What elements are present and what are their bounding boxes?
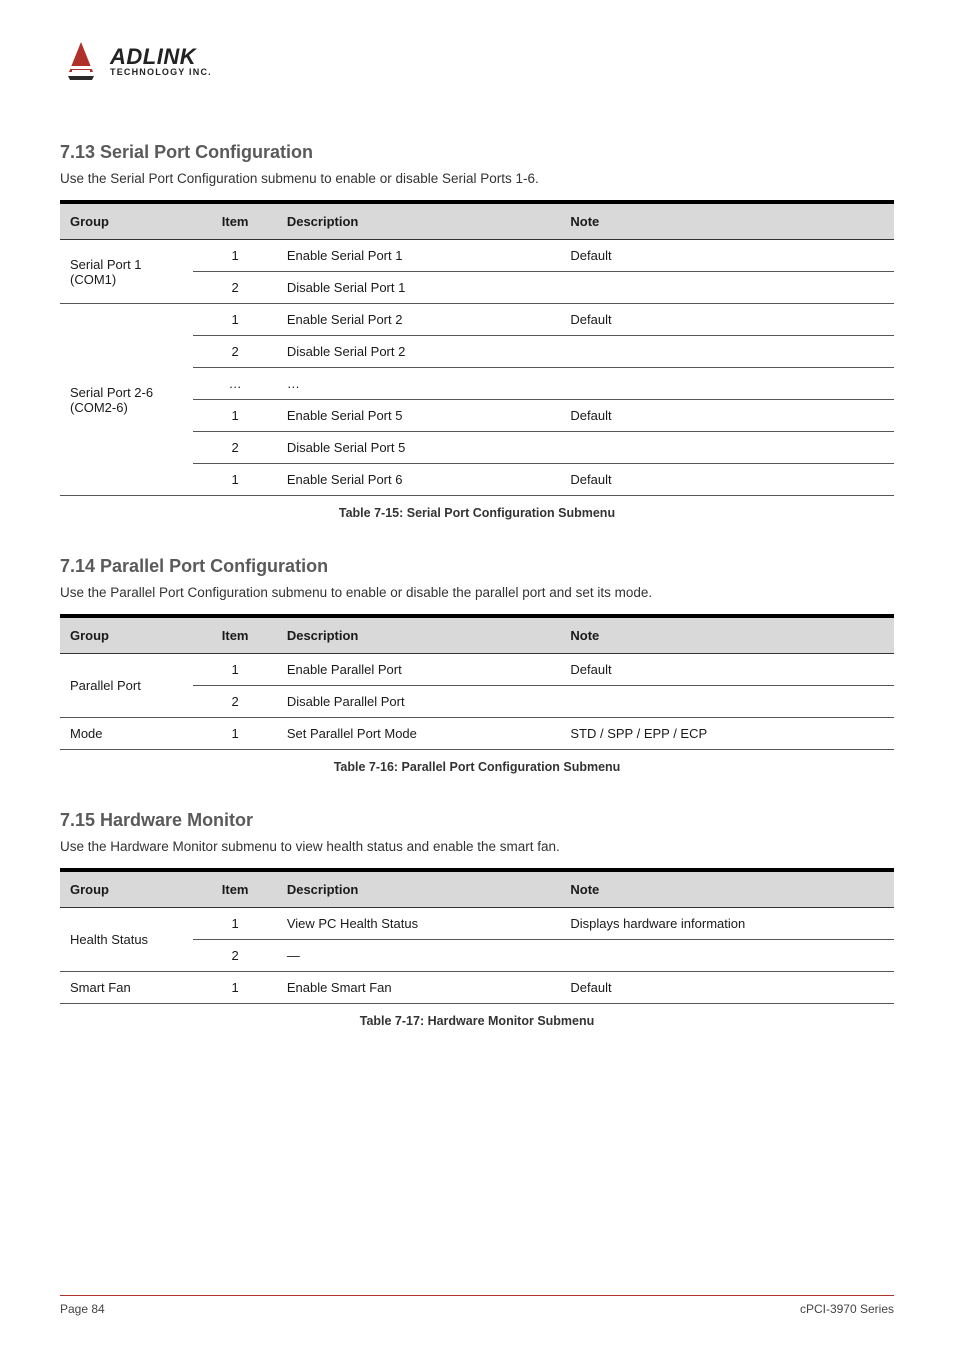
- cell-item: 1: [193, 464, 276, 496]
- section-intro-hwmon: Use the Hardware Monitor submenu to view…: [60, 839, 894, 854]
- cell-note: Displays hardware information: [560, 908, 894, 940]
- col-item: Item: [193, 870, 276, 908]
- col-group: Group: [60, 616, 193, 654]
- cell-group: Parallel Port: [60, 654, 193, 718]
- logo-text: ADLINK TECHNOLOGY INC.: [110, 46, 212, 77]
- col-note: Note: [560, 870, 894, 908]
- cell-desc: View PC Health Status: [277, 908, 561, 940]
- cell-item: 1: [193, 908, 276, 940]
- col-group: Group: [60, 870, 193, 908]
- cell-note: Default: [560, 240, 894, 272]
- cell-desc: Enable Serial Port 5: [277, 400, 561, 432]
- col-desc: Description: [277, 870, 561, 908]
- cell-note: [560, 336, 894, 368]
- cell-desc: Enable Smart Fan: [277, 972, 561, 1004]
- cell-item: 2: [193, 336, 276, 368]
- page-footer: Page 84 cPCI-3970 Series: [60, 1295, 894, 1316]
- cell-item: 2: [193, 686, 276, 718]
- table-caption-parallel: Table 7-16: Parallel Port Configuration …: [60, 760, 894, 774]
- table-row: Serial Port 1 (COM1) 1 Enable Serial Por…: [60, 240, 894, 272]
- cell-note: [560, 940, 894, 972]
- table-caption-serial: Table 7-15: Serial Port Configuration Su…: [60, 506, 894, 520]
- col-desc: Description: [277, 616, 561, 654]
- table-parallel-port: Group Item Description Note Parallel Por…: [60, 614, 894, 750]
- table-row: Mode 1 Set Parallel Port Mode STD / SPP …: [60, 718, 894, 750]
- cell-item: 1: [193, 718, 276, 750]
- cell-item: …: [193, 368, 276, 400]
- section-title-parallel: 7.14 Parallel Port Configuration: [60, 556, 894, 577]
- cell-desc: Enable Serial Port 6: [277, 464, 561, 496]
- cell-note: [560, 686, 894, 718]
- cell-item: 1: [193, 972, 276, 1004]
- col-group: Group: [60, 202, 193, 240]
- table-row: Smart Fan 1 Enable Smart Fan Default: [60, 972, 894, 1004]
- footer-right: cPCI-3970 Series: [800, 1302, 894, 1316]
- cell-desc: Enable Parallel Port: [277, 654, 561, 686]
- cell-desc: Disable Serial Port 5: [277, 432, 561, 464]
- section-intro-parallel: Use the Parallel Port Configuration subm…: [60, 585, 894, 600]
- cell-note: Default: [560, 400, 894, 432]
- cell-desc: …: [277, 368, 561, 400]
- logo-tagline: TECHNOLOGY INC.: [110, 68, 212, 77]
- cell-item: 1: [193, 240, 276, 272]
- cell-note: [560, 368, 894, 400]
- col-desc: Description: [277, 202, 561, 240]
- table-header-row: Group Item Description Note: [60, 616, 894, 654]
- table-header-row: Group Item Description Note: [60, 870, 894, 908]
- cell-note: [560, 432, 894, 464]
- cell-item: 2: [193, 940, 276, 972]
- table-row: Serial Port 2-6 (COM2-6) 1 Enable Serial…: [60, 304, 894, 336]
- table-header-row: Group Item Description Note: [60, 202, 894, 240]
- cell-item: 1: [193, 400, 276, 432]
- cell-group: Serial Port 2-6 (COM2-6): [60, 304, 193, 496]
- table-row: Parallel Port 1 Enable Parallel Port Def…: [60, 654, 894, 686]
- cell-group: Smart Fan: [60, 972, 193, 1004]
- section-intro-serial: Use the Serial Port Configuration submen…: [60, 171, 894, 186]
- col-item: Item: [193, 616, 276, 654]
- logo-name: ADLINK: [110, 46, 212, 68]
- cell-desc: Disable Parallel Port: [277, 686, 561, 718]
- cell-desc: Disable Serial Port 2: [277, 336, 561, 368]
- logo-mark-icon: [60, 40, 102, 82]
- cell-note: Default: [560, 972, 894, 1004]
- cell-note: Default: [560, 654, 894, 686]
- cell-desc: Set Parallel Port Mode: [277, 718, 561, 750]
- brand-header: ADLINK TECHNOLOGY INC.: [60, 40, 894, 82]
- cell-desc: Enable Serial Port 2: [277, 304, 561, 336]
- cell-note: STD / SPP / EPP / ECP: [560, 718, 894, 750]
- cell-item: 2: [193, 272, 276, 304]
- table-serial-port: Group Item Description Note Serial Port …: [60, 200, 894, 496]
- cell-desc: Enable Serial Port 1: [277, 240, 561, 272]
- table-caption-hwmon: Table 7-17: Hardware Monitor Submenu: [60, 1014, 894, 1028]
- cell-note: [560, 272, 894, 304]
- cell-item: 1: [193, 654, 276, 686]
- cell-group: Mode: [60, 718, 193, 750]
- col-item: Item: [193, 202, 276, 240]
- cell-group: Serial Port 1 (COM1): [60, 240, 193, 304]
- table-hardware-monitor: Group Item Description Note Health Statu…: [60, 868, 894, 1004]
- cell-desc: —: [277, 940, 561, 972]
- cell-item: 2: [193, 432, 276, 464]
- footer-left: Page 84: [60, 1302, 105, 1316]
- cell-note: Default: [560, 304, 894, 336]
- cell-desc: Disable Serial Port 1: [277, 272, 561, 304]
- cell-note: Default: [560, 464, 894, 496]
- section-title-hwmon: 7.15 Hardware Monitor: [60, 810, 894, 831]
- cell-item: 1: [193, 304, 276, 336]
- cell-group: Health Status: [60, 908, 193, 972]
- col-note: Note: [560, 616, 894, 654]
- table-row: Health Status 1 View PC Health Status Di…: [60, 908, 894, 940]
- col-note: Note: [560, 202, 894, 240]
- section-title-serial: 7.13 Serial Port Configuration: [60, 142, 894, 163]
